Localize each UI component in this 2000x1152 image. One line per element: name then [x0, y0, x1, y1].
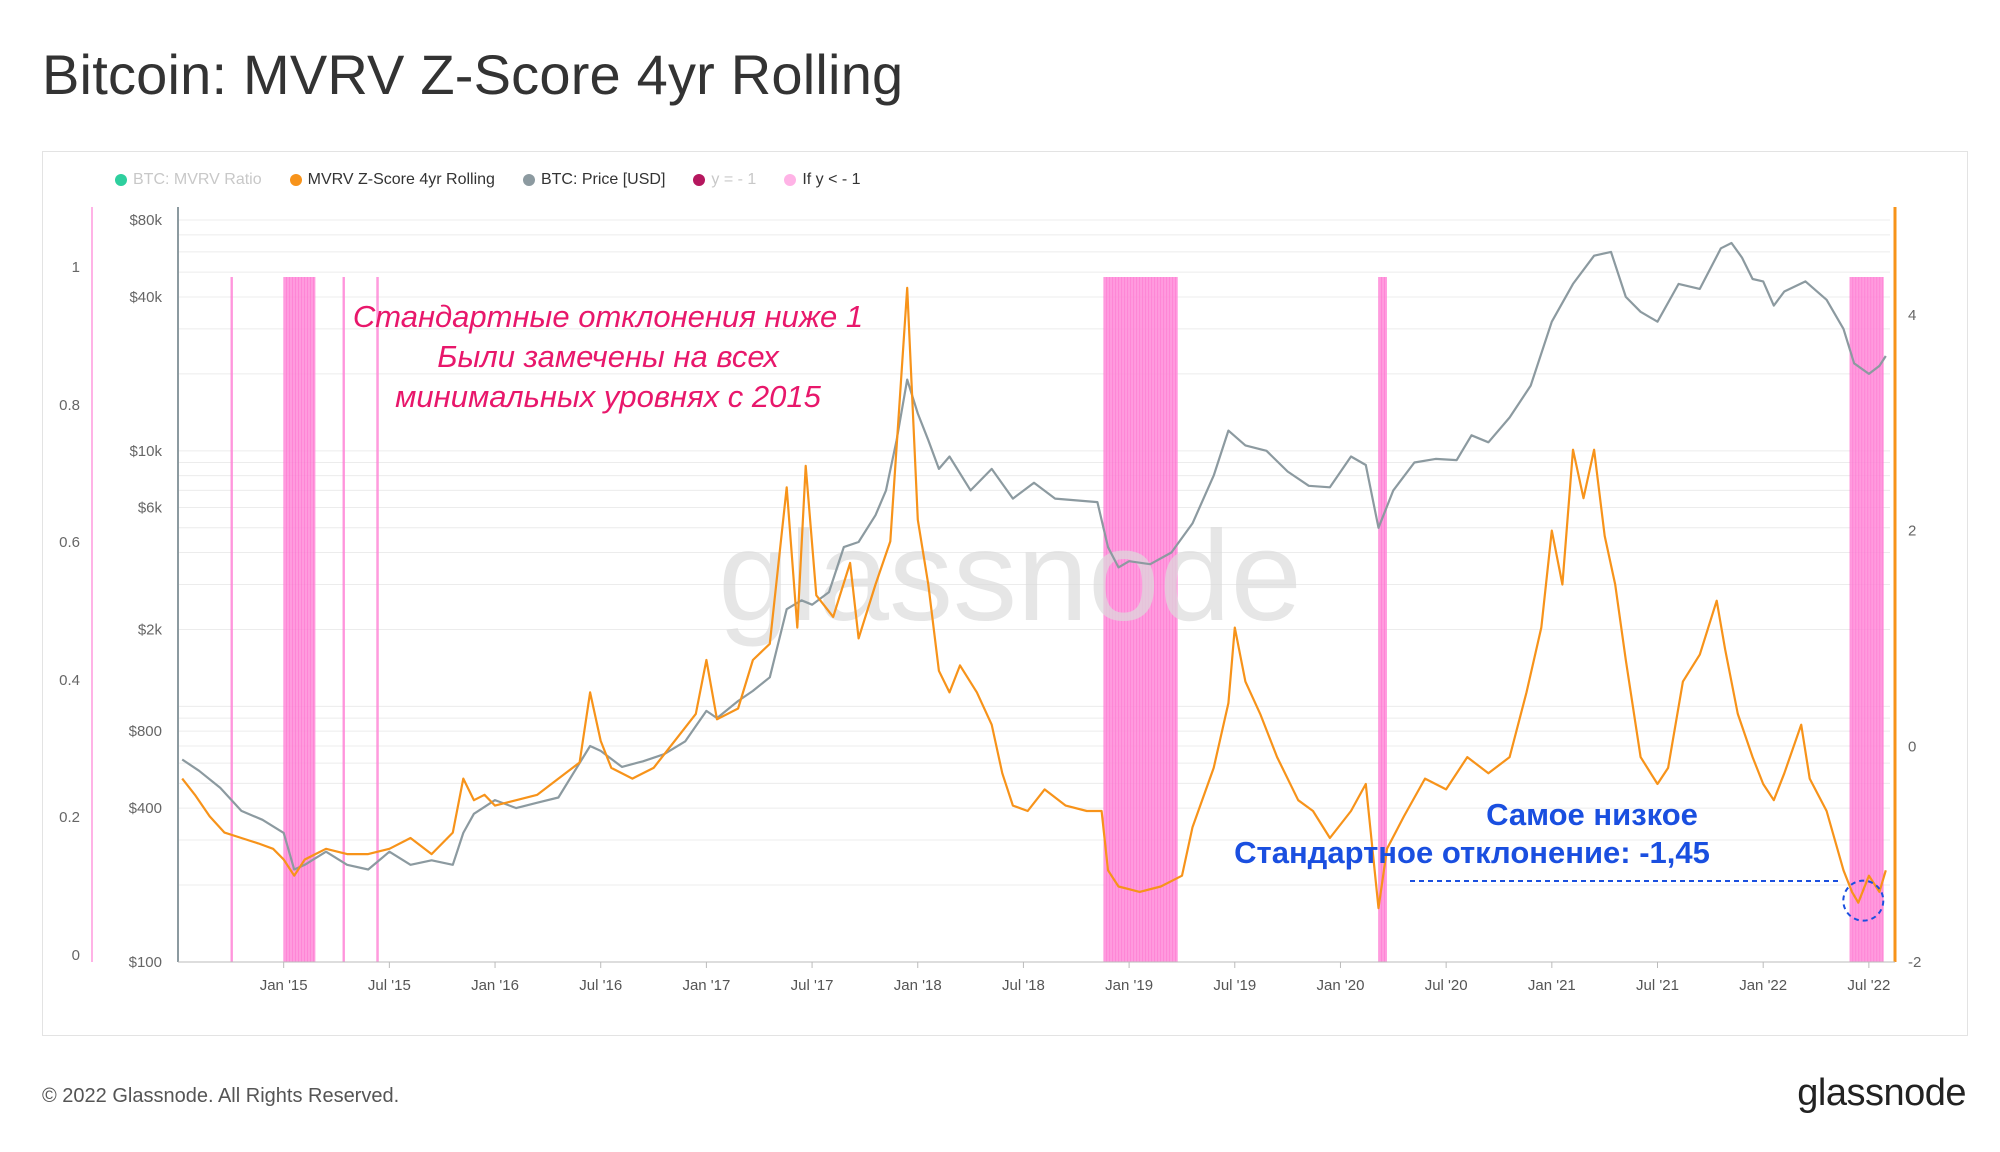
lowest-marker-circle	[1842, 879, 1885, 922]
legend-label: y = - 1	[711, 171, 757, 188]
x-tick-label: Jul '15	[368, 977, 411, 994]
legend-label: BTC: MVRV Ratio	[133, 171, 262, 188]
mvrv-tick-label: 0.4	[59, 672, 80, 689]
zscore-line	[181, 286, 1887, 910]
chart-frame	[42, 151, 1968, 1036]
highlight-bands	[230, 277, 1884, 962]
highlight-band	[342, 277, 345, 962]
zscore-tick-label: 4	[1908, 307, 1916, 324]
glassnode-logo: glassnode	[1797, 1072, 1966, 1114]
legend-dot-icon	[784, 174, 797, 186]
x-tick-label: Jan '18	[894, 977, 942, 994]
x-tick-label: Jan '19	[1105, 977, 1153, 994]
x-tick-label: Jul '22	[1847, 977, 1890, 994]
legend-item[interactable]: BTC: MVRV Ratio	[115, 171, 262, 189]
price-tick-label: $80k	[129, 212, 162, 229]
legend-dot-icon	[289, 174, 302, 186]
mvrv-tick-label: 0	[72, 947, 80, 964]
x-tick-label: Jul '19	[1213, 977, 1256, 994]
x-tick-label: Jan '17	[682, 977, 730, 994]
legend-label: BTC: Price [USD]	[540, 171, 666, 188]
price-tick-label: $2k	[138, 621, 163, 638]
x-tick-label: Jul '21	[1636, 977, 1679, 994]
lowest-note-line: Стандартное отклонение: -1,45	[1234, 835, 1710, 870]
legend-item[interactable]: y = - 1	[693, 171, 756, 189]
zscore-tick-label: -2	[1908, 954, 1921, 971]
legend-dot-icon	[115, 174, 127, 186]
highlight-band	[376, 277, 379, 962]
price-tick-label: $10k	[129, 443, 162, 460]
highlight-band	[1103, 277, 1178, 962]
zscore-tick-label: 2	[1908, 523, 1916, 540]
mvrv-tick-label: 1	[72, 259, 80, 276]
note-text-line: минимальных уровнях с 2015	[395, 379, 821, 414]
chart-legend: BTC: MVRV Ratio MVRV Z-Score 4yr Rolling B…	[115, 165, 861, 195]
highlight-band	[1378, 277, 1387, 962]
price-tick-label: $6k	[138, 500, 163, 517]
legend-dot-icon	[693, 174, 706, 186]
legend-label: If y < - 1	[802, 171, 861, 188]
page-title: Bitcoin: MVRV Z-Score 4yr Rolling	[42, 43, 904, 106]
lowest-note-line: Самое низкое	[1486, 797, 1698, 832]
mvrv-tick-label: 0.6	[59, 534, 80, 551]
x-tick-label: Jul '20	[1425, 977, 1468, 994]
mvrv-tick-label: 0.8	[59, 397, 80, 414]
legend-label: MVRV Z-Score 4yr Rolling	[307, 171, 495, 188]
zscore-tick-label: 0	[1908, 738, 1916, 755]
note-text-line: Были замечены на всех	[437, 339, 780, 374]
x-tick-label: Jan '15	[260, 977, 308, 994]
x-tick-label: Jan '20	[1317, 977, 1365, 994]
x-tick-label: Jul '18	[1002, 977, 1045, 994]
price-tick-label: $100	[129, 954, 162, 971]
x-tick-label: Jan '21	[1528, 977, 1576, 994]
mvrv-tick-label: 0.2	[59, 809, 80, 826]
btc-price-line	[181, 241, 1887, 871]
legend-item[interactable]: If y < - 1	[784, 171, 861, 189]
copyright-text: © 2022 Glassnode. All Rights Reserved.	[42, 1085, 400, 1107]
watermark: glassnode	[718, 505, 1302, 648]
price-tick-label: $40k	[129, 289, 162, 306]
legend-dot-icon	[522, 174, 535, 186]
note-text-line: Стандартные отклонения ниже 1	[353, 299, 863, 334]
x-tick-label: Jan '22	[1739, 977, 1787, 994]
legend-item[interactable]: MVRV Z-Score 4yr Rolling	[289, 171, 495, 189]
price-tick-label: $800	[129, 723, 162, 740]
legend-item[interactable]: BTC: Price [USD]	[522, 171, 666, 189]
x-tick-label: Jan '16	[471, 977, 519, 994]
price-tick-label: $400	[129, 800, 162, 817]
highlight-band	[230, 277, 233, 962]
x-tick-label: Jul '16	[579, 977, 622, 994]
highlight-band	[1849, 277, 1884, 962]
x-tick-label: Jul '17	[791, 977, 834, 994]
